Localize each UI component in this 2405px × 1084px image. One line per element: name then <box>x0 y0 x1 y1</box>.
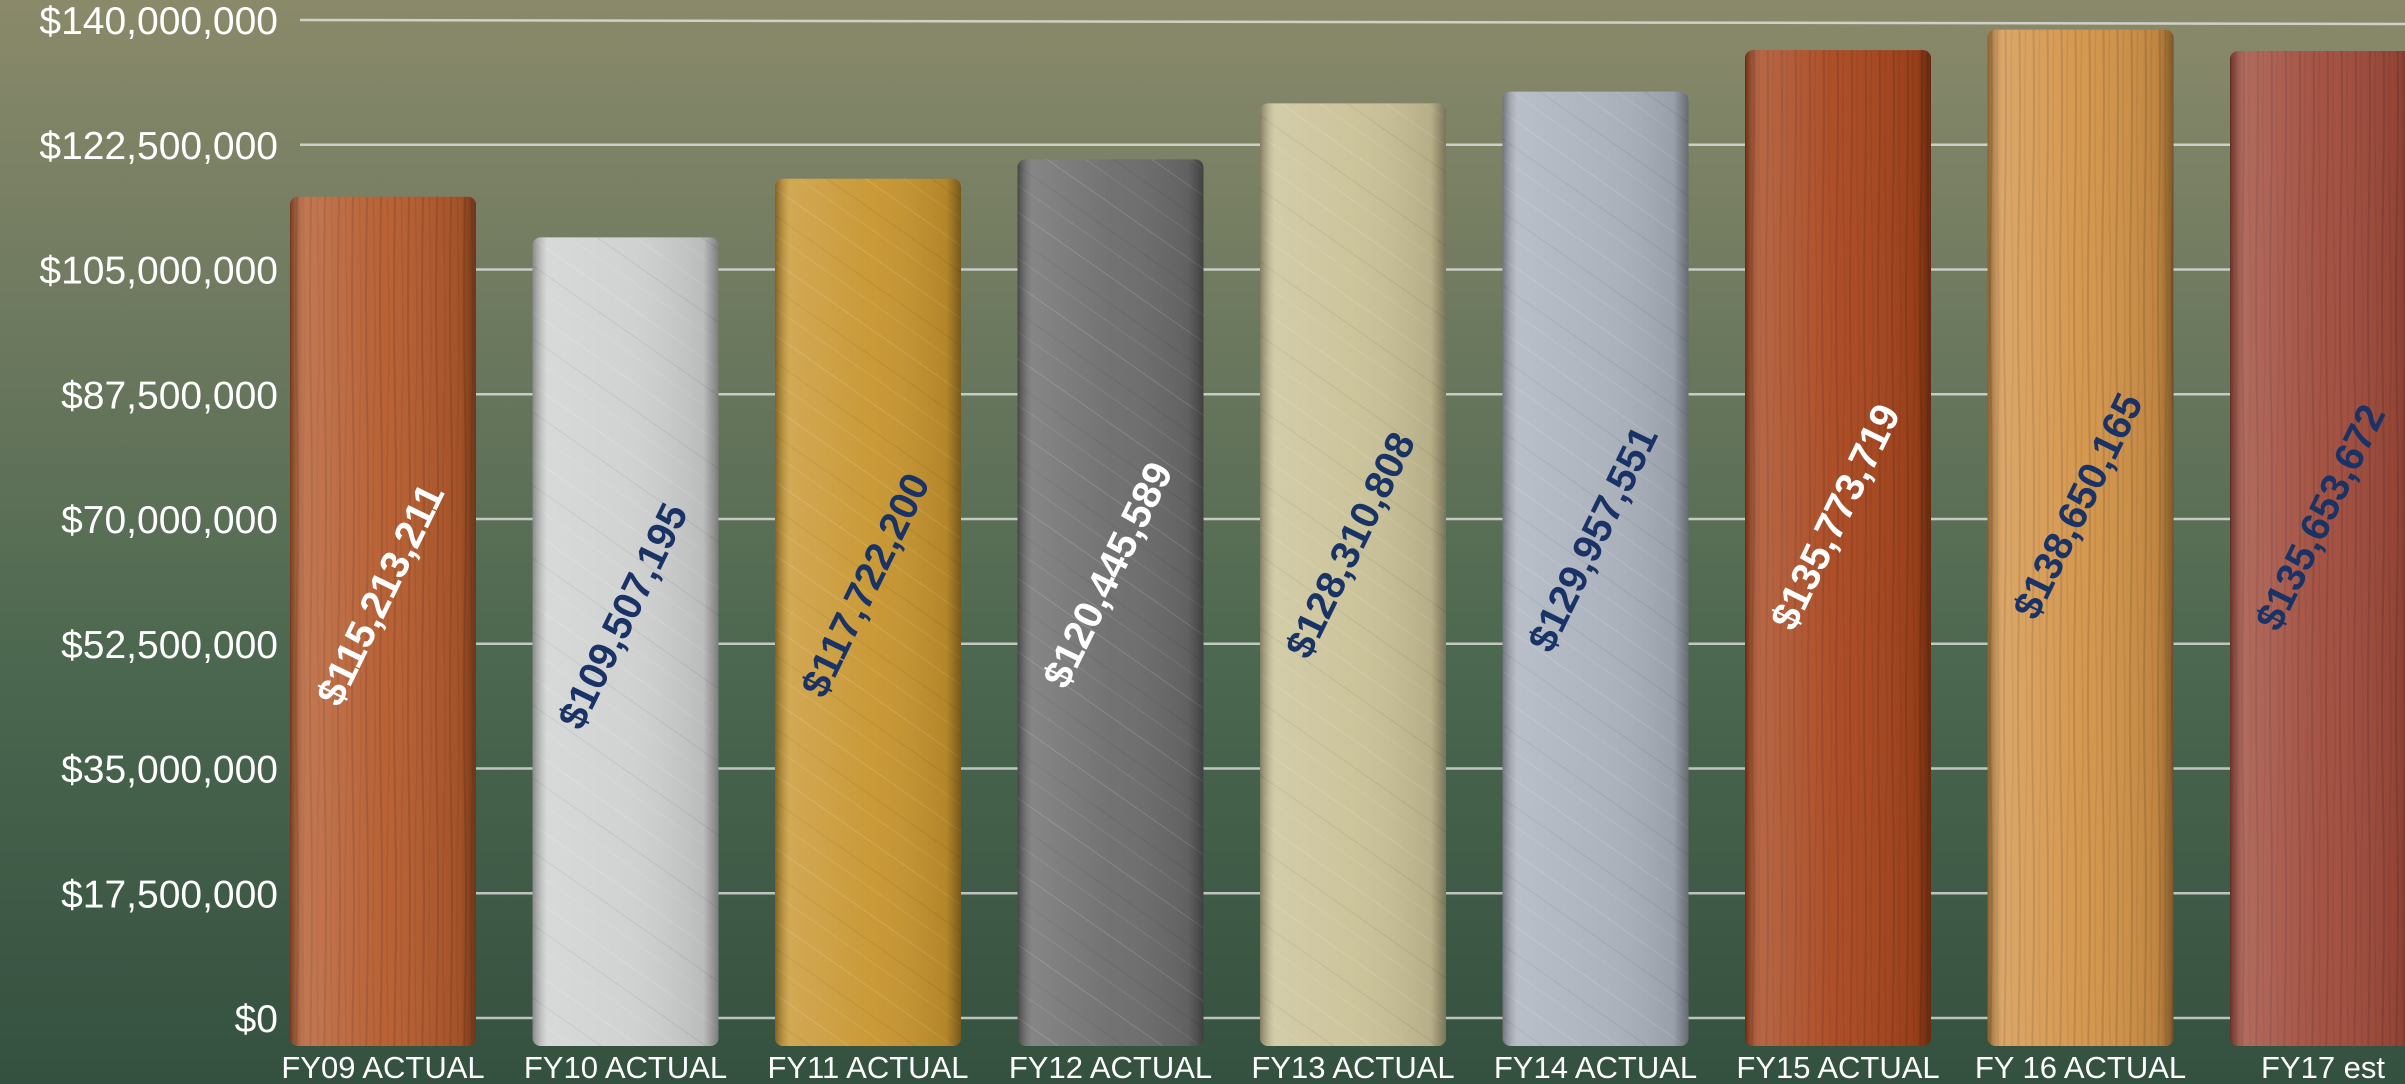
x-tick-label: FY15 ACTUAL <box>1736 1050 1939 1084</box>
bar-shading <box>1017 159 1204 1046</box>
y-tick-label: $70,000,000 <box>61 499 278 542</box>
bar-oak-wood: $138,650,165 <box>1987 29 2174 1047</box>
bar-copper: $115,213,211 <box>290 196 476 1046</box>
x-axis-tick-labels: FY09 ACTUAL FY10 ACTUAL FY11 ACTUAL FY12 AC… <box>281 1050 2385 1084</box>
x-tick-label: FY13 ACTUAL <box>1251 1050 1454 1084</box>
bar-brushed-gold: $117,722,200 <box>775 178 961 1046</box>
bar-shading <box>532 237 719 1047</box>
bar-brushed-brass: $128,310,808 <box>1260 103 1446 1046</box>
y-tick-label: $140,000,000 <box>39 0 278 43</box>
x-tick-label: FY12 ACTUAL <box>1009 1050 1212 1084</box>
y-tick-label: $52,500,000 <box>61 624 278 667</box>
bar-cherry-wood: $135,773,719 <box>1745 50 1931 1047</box>
x-tick-label: FY09 ACTUAL <box>281 1050 484 1084</box>
x-tick-label: FY11 ACTUAL <box>767 1050 968 1084</box>
y-axis-tick-labels: $0 $17,500,000 $35,000,000 $52,500,000 $70,0… <box>39 0 278 1041</box>
bar-shading <box>1260 103 1446 1046</box>
bar-shading <box>775 178 961 1046</box>
bar-shading <box>1987 29 2174 1047</box>
y-tick-label: $122,500,000 <box>39 125 278 168</box>
gridline <box>299 18 2405 26</box>
y-tick-label: $105,000,000 <box>39 250 278 293</box>
x-tick-label: FY14 ACTUAL <box>1494 1050 1697 1084</box>
bar-mahogany-wood: $135,653,672 <box>2230 50 2405 1046</box>
x-tick-label: FY 16 ACTUAL <box>1975 1050 2186 1084</box>
bar-shading <box>290 196 476 1046</box>
bar-brushed-aluminum: $129,957,551 <box>1502 91 1689 1046</box>
bar-shading <box>2230 50 2405 1046</box>
bar-shading <box>1502 91 1689 1046</box>
bar-brushed-steel: $120,445,589 <box>1017 159 1204 1046</box>
bars: $115,213,211 $109,507,195 $117,722,200 $120… <box>290 29 2405 1047</box>
y-tick-label: $35,000,000 <box>61 749 278 792</box>
x-tick-label: FY17 est <box>2261 1050 2385 1084</box>
y-tick-label: $87,500,000 <box>61 374 278 417</box>
y-tick-label: $0 <box>235 998 278 1041</box>
x-tick-label: FY10 ACTUAL <box>524 1050 727 1084</box>
y-tick-label: $17,500,000 <box>61 873 278 916</box>
bar-shading <box>1745 50 1931 1047</box>
bar-brushed-silver: $109,507,195 <box>532 237 719 1047</box>
